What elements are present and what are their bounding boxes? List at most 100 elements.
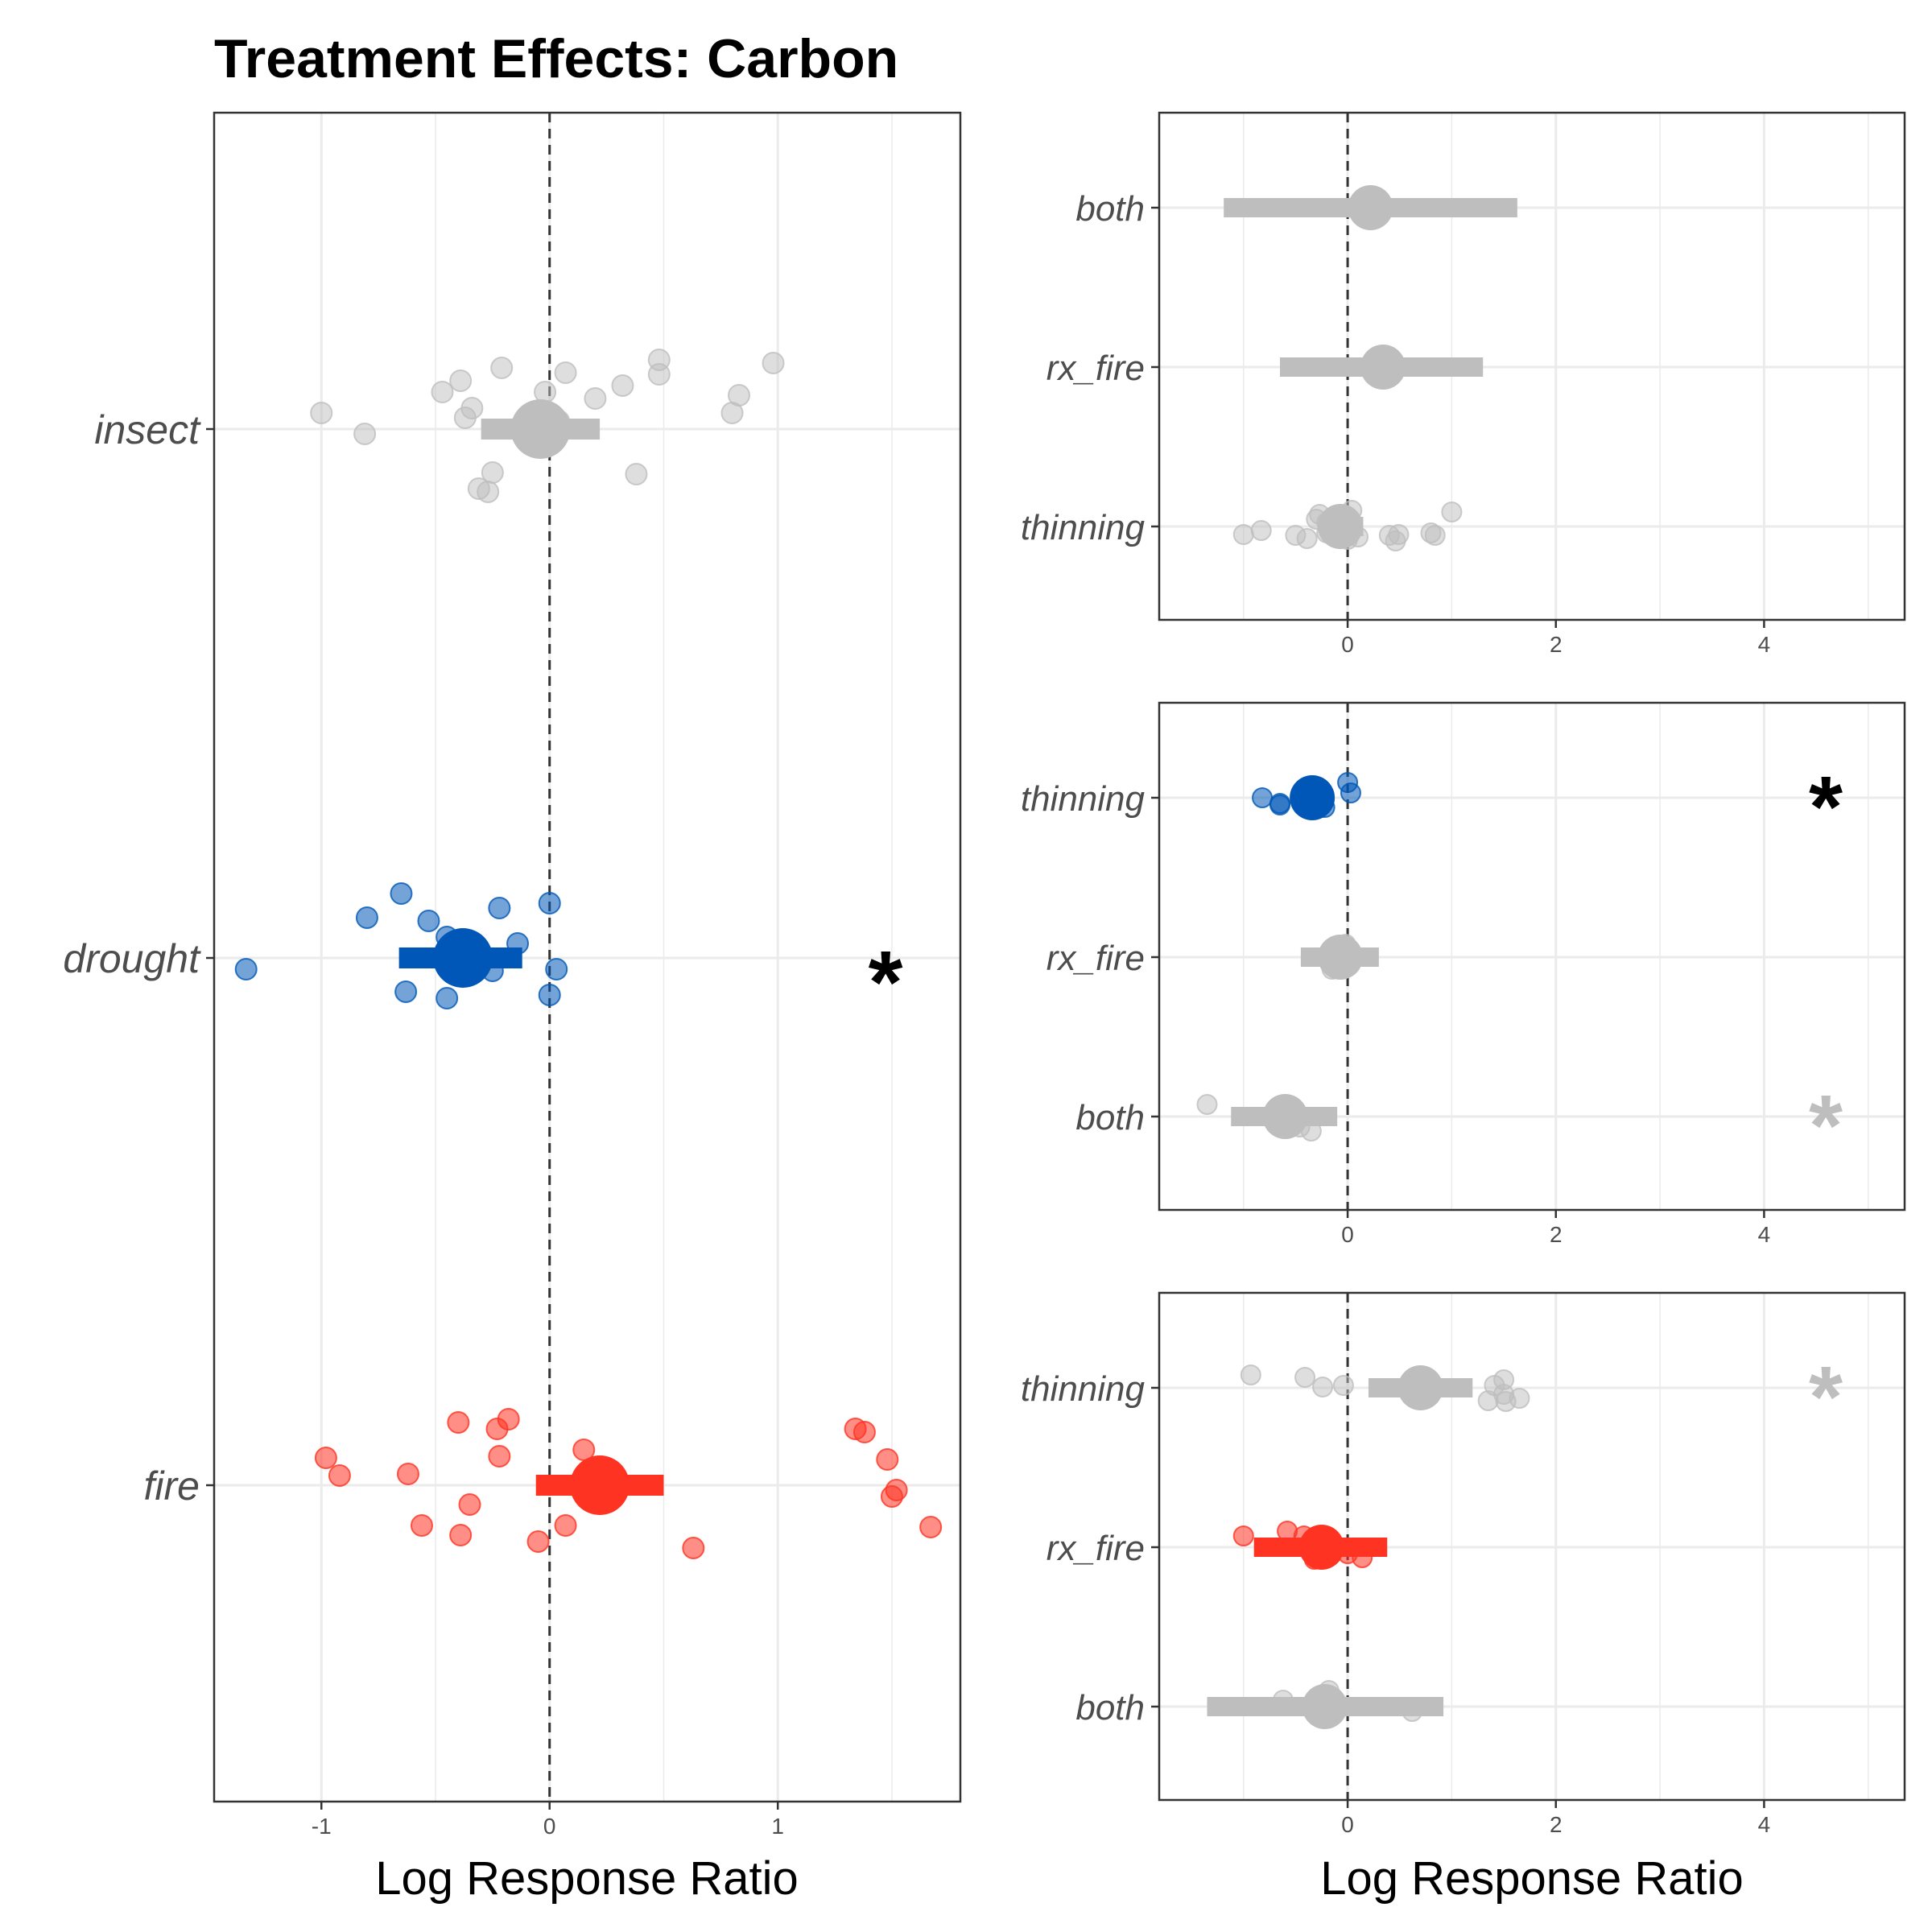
row-thinning	[1232, 500, 1463, 551]
estimate-point	[1302, 1684, 1348, 1729]
x-axis-title: Log Response Ratio	[375, 1852, 799, 1905]
x-tick-label: 1	[771, 1814, 784, 1839]
data-point	[234, 958, 258, 980]
data-point	[314, 1447, 337, 1469]
y-tick-label: fire	[144, 1463, 200, 1509]
data-point	[852, 1421, 876, 1443]
data-point	[625, 463, 648, 485]
data-point	[584, 387, 607, 410]
panel-border	[1158, 111, 1906, 621]
data-point	[485, 1418, 509, 1440]
row-rx_fire	[1300, 934, 1379, 980]
y-tick-label: both	[1075, 1098, 1145, 1137]
data-point	[417, 910, 440, 932]
x-axis-title: Log Response Ratio	[1320, 1852, 1744, 1905]
x-tick-label: 0	[1341, 1222, 1354, 1247]
estimate-point	[1360, 345, 1406, 390]
x-tick-label: 4	[1758, 1222, 1771, 1247]
row-rx_fire	[1232, 1521, 1388, 1570]
estimate-point	[433, 928, 493, 988]
data-point	[488, 897, 511, 919]
x-tick-label: 0	[1341, 1812, 1354, 1837]
row-both	[1207, 1680, 1444, 1729]
y-tick-label: rx_fire	[1046, 349, 1145, 388]
x-tick-label: 4	[1758, 1812, 1771, 1837]
data-point	[1196, 1094, 1218, 1115]
data-point	[1312, 1377, 1334, 1397]
estimate-point	[1318, 504, 1364, 549]
significance-asterisk: *	[869, 933, 903, 1032]
significance-asterisk: *	[1809, 1076, 1843, 1174]
data-point	[1424, 525, 1446, 546]
y-tick-label: rx_fire	[1046, 939, 1145, 978]
row-fire	[314, 1408, 943, 1559]
row-thinning: *	[1252, 758, 1843, 855]
estimate-point	[510, 399, 571, 459]
data-point	[554, 361, 577, 384]
data-point	[453, 407, 477, 429]
data-point	[682, 1537, 705, 1559]
y-tick-label: rx_fire	[1046, 1529, 1145, 1568]
panel-insect: both rx_fire thinning 0 2 4	[1021, 111, 1906, 657]
estimate-point	[1290, 775, 1335, 820]
x-tick-label: 0	[1341, 632, 1354, 657]
estimate-point	[570, 1455, 630, 1515]
data-point	[310, 402, 333, 424]
plot-layer: insect * drought fire -1 0 1 Log Response Ratio…	[63, 111, 1906, 1905]
data-point	[1477, 1390, 1499, 1411]
data-point	[396, 1463, 419, 1485]
data-point	[720, 402, 744, 424]
y-tick-label: thinning	[1021, 779, 1146, 819]
data-point	[490, 357, 514, 379]
data-point	[394, 980, 418, 1003]
data-point	[647, 363, 671, 386]
data-point	[449, 369, 473, 392]
data-point	[353, 423, 377, 445]
panel-border	[1158, 1291, 1906, 1802]
data-point	[328, 1464, 351, 1487]
row-drought: *	[234, 882, 903, 1032]
data-point	[447, 1411, 470, 1434]
panel-main: insect * drought fire -1 0 1 Log Response Ratio	[63, 111, 962, 1905]
row-thinning: *	[1240, 1348, 1843, 1445]
estimate-point	[1348, 185, 1393, 230]
data-point	[1441, 502, 1463, 522]
y-tick-label: drought	[63, 936, 201, 981]
data-point	[538, 984, 561, 1006]
row-rx_fire	[1280, 345, 1484, 390]
x-tick-label: 2	[1550, 1222, 1563, 1247]
data-point	[449, 1524, 473, 1546]
row-both: *	[1196, 1076, 1843, 1174]
data-point	[1296, 528, 1318, 549]
data-point	[488, 1445, 511, 1468]
estimate-point	[1318, 935, 1364, 980]
significance-asterisk: *	[1809, 1348, 1843, 1445]
panel-drought: * thinning rx_fire * both 0 2 4	[1021, 701, 1906, 1247]
data-point	[880, 1485, 903, 1508]
data-point	[1332, 1375, 1354, 1396]
data-point	[1232, 1525, 1254, 1546]
data-point	[534, 381, 557, 403]
data-point	[526, 1530, 550, 1553]
estimate-point	[1298, 1525, 1344, 1570]
row-both	[1224, 185, 1517, 230]
estimate-point	[1397, 1365, 1443, 1410]
row-insect	[310, 349, 785, 503]
data-point	[611, 374, 634, 397]
x-tick-label: -1	[312, 1814, 332, 1839]
x-tick-label: 0	[543, 1814, 556, 1839]
data-point	[554, 1514, 577, 1537]
data-point	[1240, 1364, 1261, 1385]
data-point	[390, 882, 413, 905]
data-point	[436, 987, 459, 1009]
y-tick-label: both	[1075, 189, 1145, 229]
y-tick-label: both	[1075, 1688, 1145, 1728]
significance-asterisk: *	[1809, 758, 1843, 855]
x-tick-label: 4	[1758, 632, 1771, 657]
data-point	[1232, 524, 1254, 545]
x-tick-label: 2	[1550, 632, 1563, 657]
y-tick-label: thinning	[1021, 508, 1146, 547]
data-point	[919, 1516, 943, 1538]
